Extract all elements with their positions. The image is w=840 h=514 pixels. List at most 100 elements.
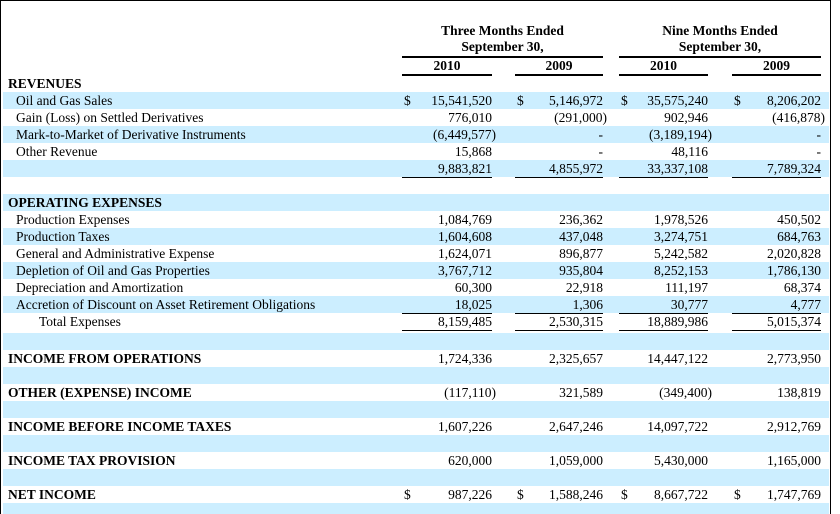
header-rule-9m: [619, 56, 821, 58]
value: 1,084,769: [438, 212, 492, 227]
header-three-months: Three Months Ended: [441, 23, 564, 38]
value-cell: 8,252,153: [619, 262, 708, 279]
row-label: NET INCOME: [8, 487, 96, 502]
value: (6,449,577): [433, 127, 496, 142]
currency-symbol: $: [404, 93, 411, 108]
value: 896,877: [559, 246, 603, 261]
row-accretion-of-discount-on-asset-retirement-obligations: Accretion of Discount on Asset Retiremen…: [3, 296, 829, 314]
value-cell: 18,889,986: [619, 313, 708, 331]
row-label: Other Revenue: [16, 144, 98, 159]
row-gain-loss-on-settled-derivatives: Gain (Loss) on Settled Derivatives 776,01…: [3, 109, 829, 126]
currency-symbol: $: [517, 93, 524, 108]
row-net-income: NET INCOME $987,226 $1,588,246 $8,667,722 $1…: [3, 486, 829, 506]
value: 3,767,712: [438, 263, 492, 278]
year-rule-4: [732, 74, 821, 76]
value-cell: 1,624,071: [402, 245, 492, 262]
currency-symbol: $: [734, 93, 741, 108]
value-cell: 1,306: [515, 296, 603, 314]
value: 2,773,950: [767, 351, 821, 366]
row-income-tax-provision: INCOME TAX PROVISION 620,000 1,059,000 5,43…: [3, 452, 829, 471]
value: -: [816, 144, 822, 159]
value-cell: 14,447,122: [619, 350, 708, 367]
value-cell: (416,878): [732, 109, 825, 126]
value: -: [598, 127, 604, 142]
value-cell: 236,362: [515, 211, 603, 228]
value-cell: 450,502: [732, 211, 821, 228]
currency-symbol: $: [734, 487, 741, 502]
value-cell: 30,777: [619, 296, 708, 314]
value-cell: 15,868: [402, 143, 492, 161]
row-label: INCOME FROM OPERATIONS: [8, 351, 202, 366]
value: 236,362: [559, 212, 603, 227]
value: 776,010: [448, 110, 492, 125]
value-cell: 896,877: [515, 245, 603, 262]
row-income-before-income-taxes: INCOME BEFORE INCOME TAXES 1,607,226 2,647…: [3, 418, 829, 435]
value: 1,165,000: [767, 453, 821, 468]
year-header-4: 2009: [763, 58, 790, 73]
value: 2,647,246: [549, 419, 603, 434]
row-total-expenses: Total Expenses 8,159,485 2,530,315 18,889,9…: [3, 313, 829, 331]
value: (3,189,194): [649, 127, 712, 142]
value-cell: (349,400): [619, 384, 712, 402]
row-label: Accretion of Discount on Asset Retiremen…: [16, 297, 316, 312]
spacer-row: [3, 333, 829, 350]
row-label: Production Taxes: [16, 229, 110, 244]
value-cell: 111,197: [619, 279, 708, 296]
value: 4,855,972: [549, 161, 603, 176]
row-production-taxes: Production Taxes 1,604,608 437,048 3,274,75…: [3, 228, 829, 245]
year-rule-3: [619, 74, 708, 76]
value: 1,786,130: [767, 263, 821, 278]
value-cell: 5,242,582: [619, 245, 708, 262]
header-period-end-9m: September 30,: [678, 39, 762, 54]
header-period-end-3m: September 30,: [461, 39, 544, 54]
value-cell: 1,607,226: [402, 418, 492, 435]
row-other-revenue: Other Revenue 15,868 - 48,116 -: [3, 143, 829, 161]
value-cell: (291,000): [515, 109, 607, 126]
value: 8,206,202: [767, 93, 821, 108]
value: 1,724,336: [438, 351, 492, 366]
value-cell: 776,010: [402, 109, 492, 126]
year-header-2: 2009: [545, 58, 573, 73]
row-depletion-of-oil-and-gas-properties: Depletion of Oil and Gas Properties 3,767…: [3, 262, 829, 279]
value: 1,604,608: [438, 229, 492, 244]
value-cell: 1,604,608: [402, 228, 492, 245]
value: (416,878): [772, 110, 825, 125]
value-cell: (3,189,194): [619, 126, 712, 143]
spacer-row: 9,883,821 4,855,972 33,337,108 7,789,324: [3, 160, 829, 178]
value: 15,541,520: [431, 93, 492, 108]
row-label: OPERATING EXPENSES: [8, 195, 162, 210]
value-cell: 4,855,972: [515, 160, 603, 178]
value: 2,912,769: [767, 419, 821, 434]
value: 8,159,485: [438, 314, 492, 329]
value-cell: 1,724,336: [402, 350, 492, 367]
row-label: Production Expenses: [16, 212, 130, 227]
value: 5,242,582: [654, 246, 708, 261]
value-cell: 68,374: [732, 279, 821, 296]
year-rule-1: [402, 74, 492, 76]
value-cell: 1,978,526: [619, 211, 708, 228]
value: 22,918: [565, 280, 603, 295]
spacer-row: [3, 177, 829, 194]
value-cell: 3,767,712: [402, 262, 492, 279]
value: 437,048: [559, 229, 603, 244]
value: 33,337,108: [647, 161, 708, 176]
row-label: OTHER (EXPENSE) INCOME: [8, 385, 192, 400]
value: -: [816, 127, 822, 142]
value-cell: 33,337,108: [619, 160, 708, 178]
frame-border-left: [0, 0, 1, 514]
value-cell: (6,449,577): [402, 126, 496, 143]
row-depreciation-and-amortization: Depreciation and Amortization 60,300 22,91…: [3, 279, 829, 296]
value: 7,789,324: [767, 161, 821, 176]
value-cell: $35,575,240: [619, 92, 708, 109]
value: 138,819: [777, 385, 821, 400]
value-cell: 2,912,769: [732, 418, 821, 435]
value-cell: 321,589: [515, 384, 603, 402]
value-cell: 437,048: [515, 228, 603, 245]
value: 48,116: [671, 144, 708, 159]
frame-border-right: [830, 0, 831, 514]
spacer-row: [3, 435, 829, 452]
row-label: INCOME TAX PROVISION: [8, 453, 176, 468]
row-label: Mark-to-Market of Derivative Instruments: [16, 127, 246, 142]
value: 18,889,986: [647, 314, 708, 329]
header-rule-3m: [402, 56, 603, 58]
